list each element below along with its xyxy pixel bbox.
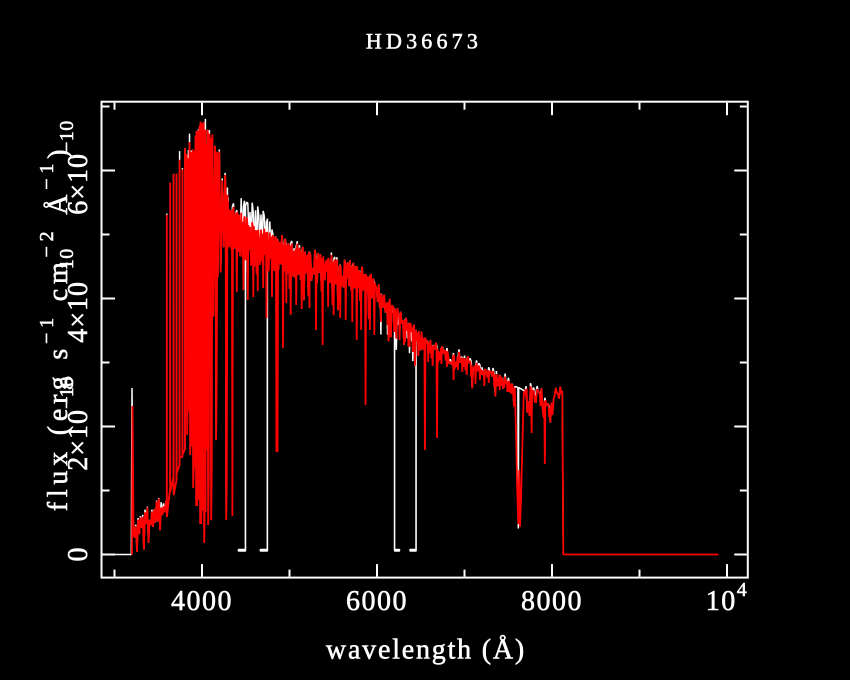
svg-text:6000: 6000 <box>346 586 408 617</box>
svg-text:8000: 8000 <box>521 586 583 617</box>
svg-text:flux (erg s−1 cm−2 Å−1): flux (erg s−1 cm−2 Å−1) <box>36 145 74 512</box>
svg-text:0: 0 <box>63 548 94 562</box>
svg-text:4000: 4000 <box>171 586 233 617</box>
svg-text:wavelength (Å): wavelength (Å) <box>326 635 526 666</box>
svg-text:HD36673: HD36673 <box>366 29 482 54</box>
